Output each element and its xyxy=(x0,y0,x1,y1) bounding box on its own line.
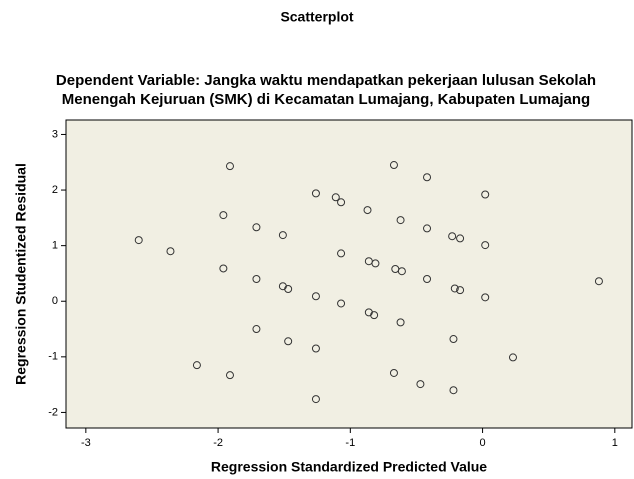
y-tick-label: -2 xyxy=(48,406,58,418)
x-tick-label: 0 xyxy=(480,437,486,449)
y-tick-label: 1 xyxy=(52,240,58,252)
y-tick-label: 0 xyxy=(52,295,58,307)
point xyxy=(225,371,234,380)
point xyxy=(278,231,287,240)
x-axis-title: Regression Standardized Predicted Value xyxy=(211,459,487,475)
point xyxy=(331,193,340,202)
y-tick-label: 3 xyxy=(52,128,58,140)
chart-title: Scatterplot xyxy=(280,9,353,25)
point xyxy=(389,368,398,377)
y-axis-title: Regression Studentized Residual xyxy=(13,163,29,385)
chart-subtitle: Menengah Kejuruan (SMK) di Kecamatan Lum… xyxy=(62,91,590,108)
point xyxy=(423,224,432,233)
point xyxy=(450,284,459,293)
point xyxy=(481,293,490,302)
point xyxy=(337,249,346,258)
point xyxy=(311,292,320,301)
y-tick-label: -1 xyxy=(48,351,58,363)
point xyxy=(423,275,432,284)
point xyxy=(363,206,372,215)
point xyxy=(389,161,398,170)
chart-subtitle: Dependent Variable: Jangka waktu mendapa… xyxy=(56,72,596,89)
point xyxy=(284,285,293,294)
point xyxy=(284,337,293,346)
point xyxy=(481,190,490,199)
point xyxy=(311,395,320,404)
point xyxy=(311,189,320,198)
point xyxy=(252,275,261,284)
x-tick-label: -2 xyxy=(213,437,223,449)
point xyxy=(134,236,143,245)
plot-area xyxy=(65,119,633,429)
point xyxy=(448,232,457,241)
x-tick-label: -1 xyxy=(345,437,355,449)
point xyxy=(192,361,201,370)
point xyxy=(337,198,346,207)
point xyxy=(225,162,234,171)
x-tick-label: 1 xyxy=(612,437,618,449)
point xyxy=(397,267,406,276)
point xyxy=(219,211,228,220)
point xyxy=(594,277,603,286)
point xyxy=(371,259,380,268)
point xyxy=(219,264,228,273)
point xyxy=(416,380,425,389)
y-tick-label: 2 xyxy=(52,184,58,196)
point xyxy=(252,325,261,334)
point xyxy=(396,216,405,225)
point xyxy=(449,386,458,395)
x-tick-label: -3 xyxy=(81,437,91,449)
point xyxy=(166,247,175,256)
point xyxy=(481,241,490,250)
point xyxy=(456,286,465,295)
point xyxy=(449,335,458,344)
point xyxy=(337,299,346,308)
point xyxy=(252,223,261,232)
point xyxy=(508,353,517,362)
point xyxy=(423,173,432,182)
point xyxy=(396,318,405,327)
point xyxy=(311,344,320,353)
point xyxy=(370,311,379,320)
point xyxy=(456,234,465,243)
